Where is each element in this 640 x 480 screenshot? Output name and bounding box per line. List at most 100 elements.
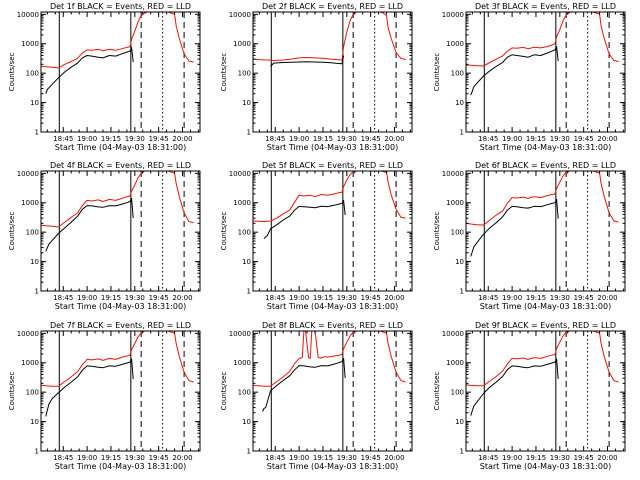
x-axis-label: Start Time (04-May-03 18:31:00) xyxy=(480,143,611,152)
panel-title: Det 6f BLACK = Events, RED = LLD xyxy=(475,161,616,170)
y-tick-label: 10000 xyxy=(229,170,251,178)
panel-6: Det 6f BLACK = Events, RED = LLD 1 10 100 10… xyxy=(433,161,626,311)
x-axis-label: Start Time (04-May-03 18:31:00) xyxy=(267,302,398,311)
series-events xyxy=(470,198,559,257)
x-tick-label: 19:00 xyxy=(502,135,522,143)
series-lld xyxy=(41,171,194,228)
y-axis-label: Counts/sec xyxy=(8,212,16,251)
x-tick-label: 19:30 xyxy=(125,294,145,302)
x-tick-label: 19:00 xyxy=(502,294,522,302)
x-tick-label: 19:15 xyxy=(101,454,121,462)
x-tick-label: 18:45 xyxy=(478,135,498,143)
series-lld xyxy=(41,331,194,387)
series-events xyxy=(45,358,134,417)
plot-frame xyxy=(465,330,626,452)
x-tick-label: 19:45 xyxy=(361,135,381,143)
y-tick-label: 1000 xyxy=(233,199,251,207)
y-tick-label: 10 xyxy=(455,418,464,426)
series-lld xyxy=(466,331,619,387)
x-tick-label: 19:30 xyxy=(125,454,145,462)
x-tick-label: 18:45 xyxy=(478,294,498,302)
y-tick-label: 1 xyxy=(460,288,464,296)
x-tick-label: 19:45 xyxy=(149,294,169,302)
x-tick-label: 18:45 xyxy=(478,454,498,462)
y-tick-label: 10 xyxy=(30,99,39,107)
y-tick-label: 10000 xyxy=(442,11,464,19)
y-axis-label: Counts/sec xyxy=(433,53,441,92)
series-lld xyxy=(466,12,619,67)
series-lld xyxy=(253,171,406,222)
x-tick-label: 19:00 xyxy=(289,135,309,143)
y-axis-label: Counts/sec xyxy=(8,372,16,411)
x-tick-label: 20:00 xyxy=(597,454,617,462)
x-tick-label: 19:30 xyxy=(337,294,357,302)
y-tick-label: 10000 xyxy=(442,330,464,338)
x-tick-label: 18:45 xyxy=(53,294,73,302)
x-tick-label: 18:45 xyxy=(265,454,285,462)
series-events xyxy=(45,197,134,252)
y-tick-label: 10 xyxy=(455,99,464,107)
y-tick-label: 1 xyxy=(35,448,39,456)
plot-frame xyxy=(252,11,413,133)
panel-2: Det 2f BLACK = Events, RED = LLD 1 10 100 10… xyxy=(220,2,413,152)
x-axis-label: Start Time (04-May-03 18:31:00) xyxy=(55,143,186,152)
y-tick-label: 10 xyxy=(455,258,464,266)
y-axis-label: Counts/sec xyxy=(433,372,441,411)
y-tick-label: 1000 xyxy=(446,40,464,48)
y-tick-label: 100 xyxy=(238,389,251,397)
plot-frame xyxy=(40,170,201,292)
x-tick-label: 19:30 xyxy=(125,135,145,143)
y-tick-label: 10 xyxy=(30,418,39,426)
x-tick-label: 19:45 xyxy=(361,454,381,462)
x-tick-label: 19:15 xyxy=(313,454,333,462)
x-tick-label: 20:00 xyxy=(172,454,192,462)
panel-8: Det 8f BLACK = Events, RED = LLD 1 10 100 10… xyxy=(220,321,413,471)
plot-frame xyxy=(40,11,201,133)
y-tick-label: 1 xyxy=(247,129,251,137)
y-tick-label: 100 xyxy=(238,70,251,78)
x-tick-label: 19:30 xyxy=(337,135,357,143)
x-tick-label: 19:00 xyxy=(77,135,97,143)
x-tick-label: 19:00 xyxy=(77,454,97,462)
y-axis-label: Counts/sec xyxy=(220,372,228,411)
y-axis-label: Counts/sec xyxy=(8,53,16,92)
y-tick-label: 1 xyxy=(460,448,464,456)
x-tick-label: 19:15 xyxy=(526,454,546,462)
panel-title: Det 4f BLACK = Events, RED = LLD xyxy=(50,161,191,170)
y-tick-label: 1000 xyxy=(233,40,251,48)
panel-title: Det 9f BLACK = Events, RED = LLD xyxy=(475,321,616,330)
x-tick-label: 18:45 xyxy=(53,454,73,462)
y-tick-label: 100 xyxy=(26,70,39,78)
y-tick-label: 10000 xyxy=(17,170,39,178)
x-tick-label: 18:45 xyxy=(265,294,285,302)
plot-frame xyxy=(465,11,626,133)
y-tick-label: 1 xyxy=(35,288,39,296)
x-tick-label: 19:45 xyxy=(574,135,594,143)
panel-4: Det 4f BLACK = Events, RED = LLD 1 10 100 10… xyxy=(8,161,201,311)
series-lld xyxy=(253,331,406,387)
y-tick-label: 100 xyxy=(26,389,39,397)
y-axis-label: Counts/sec xyxy=(220,212,228,251)
x-axis-label: Start Time (04-May-03 18:31:00) xyxy=(267,143,398,152)
x-tick-label: 19:00 xyxy=(289,454,309,462)
x-tick-label: 19:30 xyxy=(550,294,570,302)
x-tick-label: 19:45 xyxy=(149,135,169,143)
x-tick-label: 19:15 xyxy=(313,135,333,143)
y-tick-label: 1000 xyxy=(21,359,39,367)
x-tick-label: 19:15 xyxy=(313,294,333,302)
y-tick-label: 10000 xyxy=(17,11,39,19)
x-tick-label: 19:30 xyxy=(337,454,357,462)
panel-1: Det 1f BLACK = Events, RED = LLD 1 10 100 10… xyxy=(8,2,201,152)
y-tick-label: 10 xyxy=(242,418,251,426)
panel-5: Det 5f BLACK = Events, RED = LLD 1 10 100 10… xyxy=(220,161,413,311)
x-tick-label: 19:00 xyxy=(289,294,309,302)
x-tick-label: 19:45 xyxy=(574,454,594,462)
y-tick-label: 10 xyxy=(242,258,251,266)
y-tick-label: 10000 xyxy=(442,170,464,178)
x-tick-label: 18:45 xyxy=(53,135,73,143)
y-tick-label: 1 xyxy=(247,448,251,456)
x-tick-label: 20:00 xyxy=(172,294,192,302)
x-tick-label: 19:30 xyxy=(550,454,570,462)
panel-title: Det 2f BLACK = Events, RED = LLD xyxy=(262,2,403,11)
